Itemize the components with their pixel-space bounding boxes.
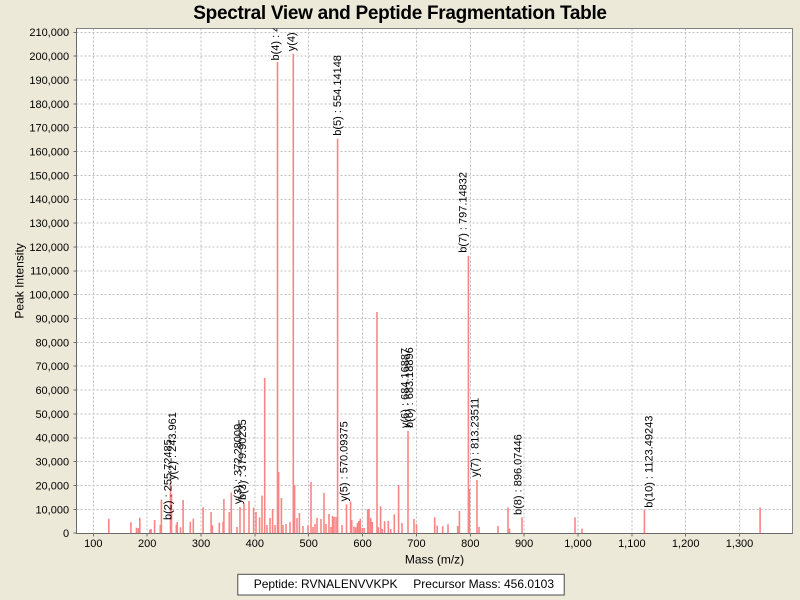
- svg-text:900: 900: [515, 538, 533, 550]
- svg-text:90,000: 90,000: [35, 313, 69, 325]
- svg-text:200: 200: [138, 538, 156, 550]
- svg-text:700: 700: [407, 538, 425, 550]
- svg-text:b(5) : 554.14148: b(5) : 554.14148: [332, 55, 344, 136]
- svg-text:y(3) : 372.28009: y(3) : 372.28009: [233, 424, 245, 504]
- svg-text:300: 300: [192, 538, 210, 550]
- svg-text:Peptide: RVNALENVVKPK: Peptide: RVNALENVVKPK: [254, 577, 398, 591]
- svg-text:Precursor Mass: 456.0103: Precursor Mass: 456.0103: [413, 577, 554, 591]
- svg-text:1,100: 1,100: [618, 538, 646, 550]
- svg-text:100,000: 100,000: [29, 290, 69, 302]
- svg-text:130,000: 130,000: [29, 218, 69, 230]
- svg-text:50,000: 50,000: [35, 409, 69, 421]
- svg-text:190,000: 190,000: [29, 75, 69, 87]
- svg-text:80,000: 80,000: [35, 337, 69, 349]
- svg-text:1,200: 1,200: [672, 538, 700, 550]
- svg-text:200,000: 200,000: [29, 51, 69, 63]
- svg-text:140,000: 140,000: [29, 194, 69, 206]
- svg-text:70,000: 70,000: [35, 361, 69, 373]
- svg-text:100: 100: [84, 538, 102, 550]
- svg-text:b(10) : 1123.49243: b(10) : 1123.49243: [643, 416, 655, 508]
- svg-text:40,000: 40,000: [35, 433, 69, 445]
- svg-text:Spectral View and Peptide Frag: Spectral View and Peptide Fragmentation …: [193, 3, 606, 24]
- svg-text:b(6) : 683.18896: b(6) : 683.18896: [404, 347, 416, 428]
- svg-text:Mass (m/z): Mass (m/z): [405, 553, 464, 567]
- svg-text:1,300: 1,300: [726, 538, 754, 550]
- svg-text:10,000: 10,000: [35, 504, 69, 516]
- svg-text:30,000: 30,000: [35, 457, 69, 469]
- svg-text:180,000: 180,000: [29, 99, 69, 111]
- svg-text:120,000: 120,000: [29, 242, 69, 254]
- svg-text:y(6) : 684.16887: y(6) : 684.16887: [400, 348, 412, 428]
- svg-text:170,000: 170,000: [29, 123, 69, 135]
- svg-text:b(4) : 444.20856: b(4) : 444.20856: [270, 0, 282, 61]
- svg-text:500: 500: [300, 538, 318, 550]
- svg-text:b(8) : 896.07446: b(8) : 896.07446: [513, 434, 525, 515]
- svg-text:20,000: 20,000: [35, 480, 69, 492]
- svg-text:60,000: 60,000: [35, 385, 69, 397]
- svg-text:b(3) : 379.90235: b(3) : 379.90235: [237, 419, 249, 500]
- svg-text:b(2) : 255.72485: b(2) : 255.72485: [163, 439, 175, 520]
- svg-text:1,000: 1,000: [564, 538, 592, 550]
- svg-text:400: 400: [246, 538, 264, 550]
- svg-text:800: 800: [461, 538, 479, 550]
- svg-text:160,000: 160,000: [29, 146, 69, 158]
- svg-text:y(2) : 243.961: y(2) : 243.961: [167, 412, 179, 480]
- svg-text:y(5) : 570.09375: y(5) : 570.09375: [339, 421, 351, 501]
- svg-text:Peak Intensity: Peak Intensity: [13, 243, 27, 318]
- svg-text:210,000: 210,000: [29, 27, 69, 39]
- svg-text:150,000: 150,000: [29, 170, 69, 182]
- svg-text:0: 0: [63, 528, 69, 540]
- svg-text:b(7) : 797.14832: b(7) : 797.14832: [458, 172, 470, 253]
- svg-text:110,000: 110,000: [30, 266, 69, 278]
- svg-text:600: 600: [353, 538, 371, 550]
- svg-text:y(7) : 813.23511: y(7) : 813.23511: [470, 398, 482, 477]
- svg-text:y(4) : 468.25314: y(4) : 468.25314: [286, 0, 298, 51]
